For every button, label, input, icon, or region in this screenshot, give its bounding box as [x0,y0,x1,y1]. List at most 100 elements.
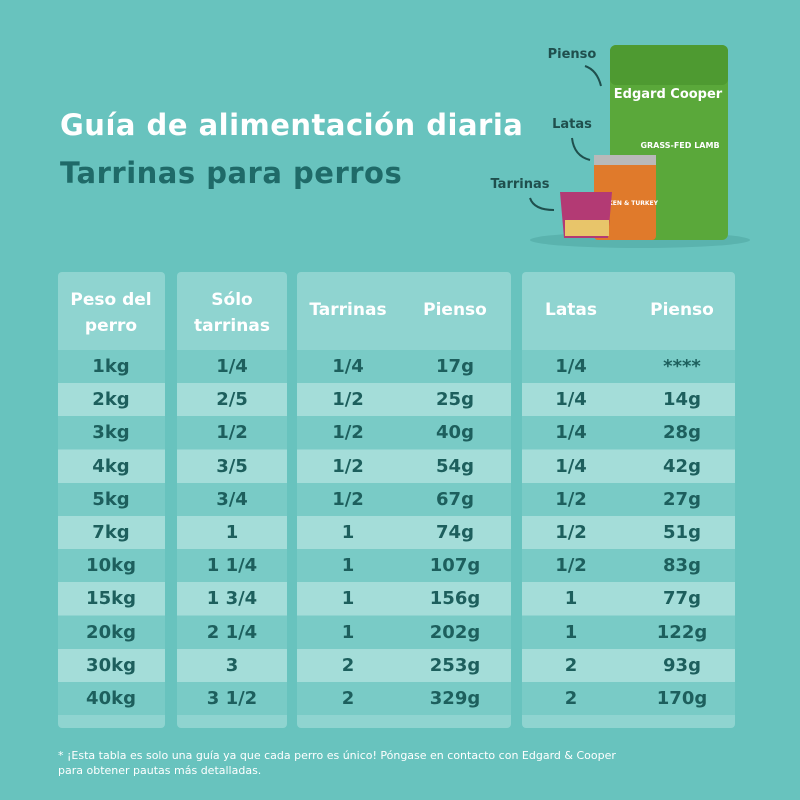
column-panel [177,272,287,728]
column-header: Latas [544,300,598,320]
row-band [522,682,735,715]
table-cell: 329g [429,688,481,709]
row-band [58,482,165,516]
row-band [522,549,735,583]
table-cell: 67g [436,488,474,510]
subtitle: Tarrinas para perros [60,156,403,190]
table-cell: 1/4 [555,422,587,444]
row-band [177,648,287,682]
table-cell: 1/2 [555,522,587,543]
table-cell: 54g [436,455,474,477]
table-cell: 2 1/4 [206,621,258,643]
row-band [297,648,511,682]
row-band [297,416,511,450]
can-flavor: CHICKEN & TURKEY [592,200,659,207]
row-band [177,682,287,715]
table-cell: 3/4 [216,488,248,510]
table-cell: 1kg [92,356,130,377]
row-band [58,416,165,450]
row-band [522,582,735,616]
row-band [522,648,735,682]
table-cell: 2 [564,688,578,709]
row-band [297,350,511,383]
table-cell: 2/5 [216,389,248,411]
table-cell: 5kg [92,488,130,510]
table-cell: 40g [436,422,474,444]
table-cell: 40kg [86,688,136,709]
arrow [529,197,555,211]
row-band [177,582,287,616]
table-cell: 17g [436,356,474,377]
footnote: * ¡Esta tabla es solo una guía ya que ca… [58,749,616,777]
table-cell: 1 [341,621,355,643]
table-cell: 122g [656,621,708,643]
row-band [297,682,511,715]
table-cell: 74g [436,522,474,543]
table-cell: 1/2 [332,455,364,477]
row-band [177,516,287,549]
table-cell: 27g [663,488,701,510]
column-header: Peso del perro [70,290,152,336]
table-cell: 30kg [86,654,136,676]
table-cell: 1/2 [216,422,248,444]
row-band [177,549,287,583]
table-cell: 3/5 [216,455,248,477]
can-lid [594,155,656,165]
table-cell: 202g [429,621,481,643]
row-band [177,482,287,516]
row-band [297,383,511,417]
row-band [58,350,165,383]
row-band [58,549,165,583]
table-cell: 1/2 [555,555,587,577]
table-cell: 253g [429,654,481,676]
table-cell: 1/4 [216,356,248,377]
bag-flavor: GRASS-FED LAMB [640,141,719,150]
column-header: Pienso [423,300,487,320]
table-cell: 1/2 [332,422,364,444]
row-band [522,482,735,516]
table-cell: 42g [663,455,701,477]
table-cell: 2kg [92,389,130,411]
tray-label [565,220,609,236]
table-cell: 4kg [92,455,130,477]
row-band [297,516,511,549]
column-header: Tarrinas [309,300,387,320]
row-band [522,449,735,483]
table-cell: 7kg [92,522,130,543]
table-cell: 2 [564,654,578,676]
row-band [297,449,511,483]
table-cell: 1 [564,621,578,643]
row-band [58,449,165,483]
row-band [297,615,511,649]
bag-brand: Edgard Cooper [614,87,723,102]
row-band [58,682,165,715]
table-cell: 28g [663,422,701,444]
arrow [584,65,602,87]
row-band [522,383,735,417]
table-cell: 2 [341,654,355,676]
arrow [571,137,591,161]
table-cell: 51g [663,522,701,543]
row-band [177,615,287,649]
row-band [177,449,287,483]
table-cell: 1 [225,522,239,543]
table-cell: 3 [225,654,239,676]
table-cell: **** [663,356,701,377]
table-cell: 1/4 [555,389,587,411]
row-band [58,582,165,616]
table-cell: 14g [663,389,701,411]
table-cell: 107g [429,555,481,577]
row-band [522,615,735,649]
row-band [297,482,511,516]
row-band [522,416,735,450]
table-cell: 10kg [86,555,136,577]
table-cell: 170g [656,688,708,709]
row-band [177,383,287,417]
row-band [177,350,287,383]
table-cell: 1/4 [332,356,364,377]
product-art: Edgard Cooper GRASS-FED LAMB CHICKEN & T… [490,45,750,248]
column-panel [58,272,165,728]
table-cell: 1/4 [555,356,587,377]
table-cell: 1 3/4 [206,588,258,610]
